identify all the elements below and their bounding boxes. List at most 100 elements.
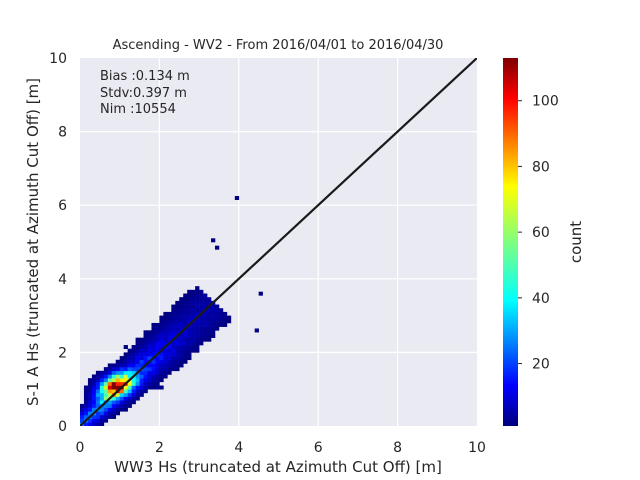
heatmap-cell [115,385,120,390]
heatmap-cell [115,363,120,368]
heatmap-cell [191,348,196,353]
heatmap-cell [91,400,97,405]
heatmap-cell [167,345,172,350]
heatmap-cell [179,334,184,338]
heatmap-cell [119,363,124,368]
heatmap-cell [155,381,160,386]
heatmap-cell [199,304,204,309]
heatmap-cell [91,403,97,408]
heatmap-cell [203,315,208,320]
heatmap-cell [147,370,152,375]
heatmap-cell [99,370,105,375]
heatmap-cell [171,348,176,353]
heatmap-cell [159,334,164,338]
heatmap-cell [95,374,101,379]
heatmap-cell [191,293,196,298]
heatmap-cell [151,378,156,383]
heatmap-cell [187,308,192,313]
heatmap-cell [123,356,128,361]
heatmap-cell [143,334,148,338]
x-tick-label: 4 [234,440,243,456]
colorbar-label: count [567,221,585,263]
heatmap-cell [214,322,220,327]
heatmap-cell [195,293,200,298]
heatmap-cell [111,389,117,394]
heatmap-cell [203,293,208,298]
heatmap-cell [135,359,140,364]
heatmap-cell [195,297,200,302]
heatmap-cell [143,356,148,361]
heatmap-cell [107,403,113,408]
heatmap-cell [95,370,101,375]
heatmap-cell [167,330,172,335]
heatmap-cell [87,422,93,426]
heatmap-cell [211,311,216,316]
heatmap-cell [214,304,220,309]
heatmap-cell [95,378,101,383]
heatmap-cell [163,356,168,361]
heatmap-cell [155,322,160,327]
heatmap-cell [123,370,128,375]
heatmap-cell [207,308,212,313]
heatmap-cell [83,400,89,405]
heatmap-cell [187,311,192,316]
heatmap-cell [107,400,113,405]
heatmap-cell [159,370,164,375]
heatmap-cell [143,330,148,335]
heatmap-cell [191,334,196,338]
heatmap-cell [187,356,192,361]
heatmap-cell [83,422,89,426]
heatmap-cell [127,389,132,394]
heatmap-cell [187,319,192,324]
heatmap-cell [199,326,204,331]
heatmap-cell [179,345,184,350]
heatmap-cell [143,381,148,386]
heatmap-cell [139,363,144,368]
heatmap-cell [119,381,124,386]
heatmap-cell [107,381,113,386]
heatmap-cell [119,356,124,361]
heatmap-cell [127,400,132,405]
heatmap-cell [195,326,200,331]
x-axis-label: WW3 Hs (truncated at Azimuth Cut Off) [m… [114,458,442,476]
heatmap-cell [211,322,216,327]
heatmap-cell [103,385,109,390]
heatmap-cell [187,289,192,294]
heatmap-cell [183,304,188,309]
heatmap-cell [139,341,144,346]
heatmap-cell [211,315,216,320]
heatmap-cell [123,400,128,405]
heatmap-cell [183,319,188,324]
x-axis-ticks: 0 2 4 6 8 10 [76,440,486,456]
heatmap-cell [171,363,176,368]
heatmap-cell [179,348,184,353]
heatmap-cell [115,400,120,405]
heatmap-cell [175,311,180,316]
heatmap-cell [147,341,152,346]
heatmap-cell [151,341,156,346]
heatmap-cell [139,374,144,379]
x-tick-label: 0 [76,440,85,456]
heatmap-cell [175,304,180,309]
heatmap-cell [179,326,184,331]
heatmap-cell [87,381,93,386]
heatmap-cell [139,378,144,383]
heatmap-cell [183,337,188,342]
heatmap-cell [115,359,120,364]
heatmap-cell [111,403,117,408]
heatmap-cell [107,370,113,375]
heatmap-cell [111,378,117,383]
heatmap-cell [214,319,220,324]
heatmap-cell [199,334,204,338]
heatmap-cell [99,385,105,390]
heatmap-cell [222,315,228,320]
heatmap-cell [175,345,180,350]
heatmap-cell [195,334,200,338]
heatmap-cell [151,385,156,390]
heatmap-cell [127,367,132,372]
y-axis-label: S-1 A Hs (truncated at Azimuth Cut Off) … [24,78,42,406]
heatmap-cell [183,341,188,346]
heatmap-cell [175,319,180,324]
heatmap-cell [119,403,124,408]
